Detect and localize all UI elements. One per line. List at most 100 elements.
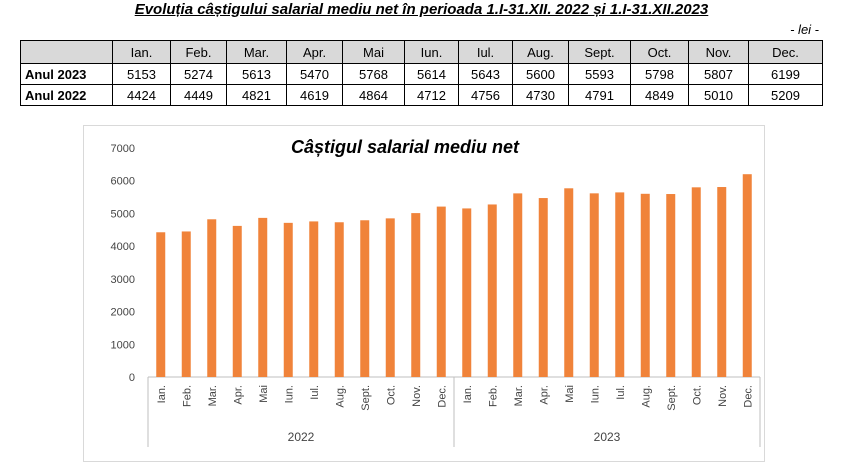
- document-title: Evoluția câștigului salarial mediu net î…: [134, 1, 709, 18]
- bar: [513, 193, 523, 377]
- column-header: Feb.: [170, 40, 227, 64]
- value-cell: 5274: [170, 63, 227, 85]
- bar: [258, 217, 268, 377]
- value-cell: 4424: [112, 84, 171, 106]
- bar: [411, 213, 421, 377]
- column-header: Mar.: [226, 40, 287, 64]
- x-tick-label: Oct.: [385, 385, 397, 405]
- x-tick-label: Ian.: [462, 385, 474, 403]
- value-cell: 4791: [568, 84, 631, 106]
- column-header: Oct.: [630, 40, 689, 64]
- bar: [538, 198, 548, 377]
- column-header: Iul.: [458, 40, 513, 64]
- data-row: Anul 2023 5153 5274 5613 5470 5768 5614 5643 560…: [20, 63, 823, 85]
- value-cell: 5470: [286, 63, 343, 85]
- bar: [156, 232, 166, 377]
- column-header: Mai: [342, 40, 405, 64]
- bar: [462, 208, 472, 377]
- group-label: 2022: [288, 430, 315, 444]
- x-tick-label: Mar.: [513, 385, 525, 406]
- x-tick-label: Aug.: [640, 385, 652, 408]
- x-tick-label: Nov.: [717, 385, 729, 407]
- chart: Câștigul salarial mediu net 0 1000 2000 300…: [83, 125, 765, 462]
- bar: [181, 231, 191, 377]
- y-tick-label: 0: [129, 372, 135, 384]
- y-tick-label: 1000: [111, 339, 135, 351]
- value-cell: 4712: [404, 84, 459, 106]
- unit-label: - lei -: [790, 22, 819, 37]
- bar: [360, 220, 370, 377]
- x-tick-label: Dec.: [436, 385, 448, 408]
- value-cell: 6199: [748, 63, 823, 85]
- y-tick-label: 6000: [111, 176, 135, 188]
- bar: [283, 222, 293, 377]
- value-cell: 5798: [630, 63, 689, 85]
- value-cell: 5010: [688, 84, 749, 106]
- group-label: 2023: [594, 430, 621, 444]
- corner-cell: [20, 40, 113, 64]
- value-cell: 4756: [458, 84, 513, 106]
- bar: [589, 193, 599, 377]
- x-tick-label: Mai: [258, 385, 270, 403]
- chart-title: Câștigul salarial mediu net: [291, 137, 520, 157]
- column-header: Ian.: [112, 40, 171, 64]
- bar: [334, 222, 344, 377]
- value-cell: 4619: [286, 84, 343, 106]
- bar: [742, 174, 752, 377]
- x-tick-label: Sept.: [666, 385, 678, 411]
- y-tick-label: 2000: [111, 307, 135, 319]
- value-cell: 4821: [226, 84, 287, 106]
- bar: [640, 193, 650, 377]
- bar: [385, 218, 395, 377]
- value-cell: 4864: [342, 84, 405, 106]
- y-tick-label: 4000: [111, 241, 135, 253]
- column-header: Dec.: [748, 40, 823, 64]
- header-row: Ian. Feb. Mar. Apr. Mai Iun. Iul. Aug. Sept. Oct.…: [20, 40, 823, 64]
- bar: [717, 187, 727, 377]
- x-tick-label: Feb.: [181, 385, 193, 407]
- column-header: Aug.: [512, 40, 569, 64]
- column-header: Nov.: [688, 40, 749, 64]
- x-tick-label: Aug.: [334, 385, 346, 408]
- value-cell: 4730: [512, 84, 569, 106]
- y-tick-label: 5000: [111, 208, 135, 220]
- value-cell: 5593: [568, 63, 631, 85]
- y-tick-label: 3000: [111, 274, 135, 286]
- bar: [207, 219, 217, 377]
- column-header: Sept.: [568, 40, 631, 64]
- row-name: Anul 2023: [20, 63, 113, 85]
- bar: [691, 187, 701, 377]
- x-tick-label: Iul.: [309, 385, 321, 400]
- x-tick-label: Mai: [564, 385, 576, 403]
- value-cell: 5209: [748, 84, 823, 106]
- bar: [564, 188, 574, 377]
- x-tick-label: Oct.: [691, 385, 703, 405]
- bar: [615, 192, 625, 377]
- x-tick-label: Dec.: [742, 385, 754, 408]
- bar: [232, 225, 242, 377]
- x-tick-label: Iul.: [615, 385, 627, 400]
- data-row: Anul 2022 4424 4449 4821 4619 4864 4712 4756 473…: [20, 84, 823, 106]
- x-tick-label: Ian.: [156, 385, 168, 403]
- value-cell: 5153: [112, 63, 171, 85]
- x-tick-label: Mar.: [207, 385, 219, 406]
- x-tick-label: Nov.: [411, 385, 423, 407]
- column-header: Iun.: [404, 40, 459, 64]
- x-tick-label: Iun.: [283, 385, 295, 403]
- bar: [309, 221, 319, 377]
- column-header: Apr.: [286, 40, 343, 64]
- value-cell: 5768: [342, 63, 405, 85]
- bar: [666, 194, 676, 377]
- row-name: Anul 2022: [20, 84, 113, 106]
- value-cell: 5600: [512, 63, 569, 85]
- x-tick-label: Feb.: [487, 385, 499, 407]
- value-cell: 5643: [458, 63, 513, 85]
- x-tick-label: Apr.: [538, 385, 550, 405]
- value-cell: 5613: [226, 63, 287, 85]
- value-cell: 5807: [688, 63, 749, 85]
- x-tick-label: Iun.: [589, 385, 601, 403]
- x-tick-label: Apr.: [232, 385, 244, 405]
- value-cell: 4849: [630, 84, 689, 106]
- value-cell: 5614: [404, 63, 459, 85]
